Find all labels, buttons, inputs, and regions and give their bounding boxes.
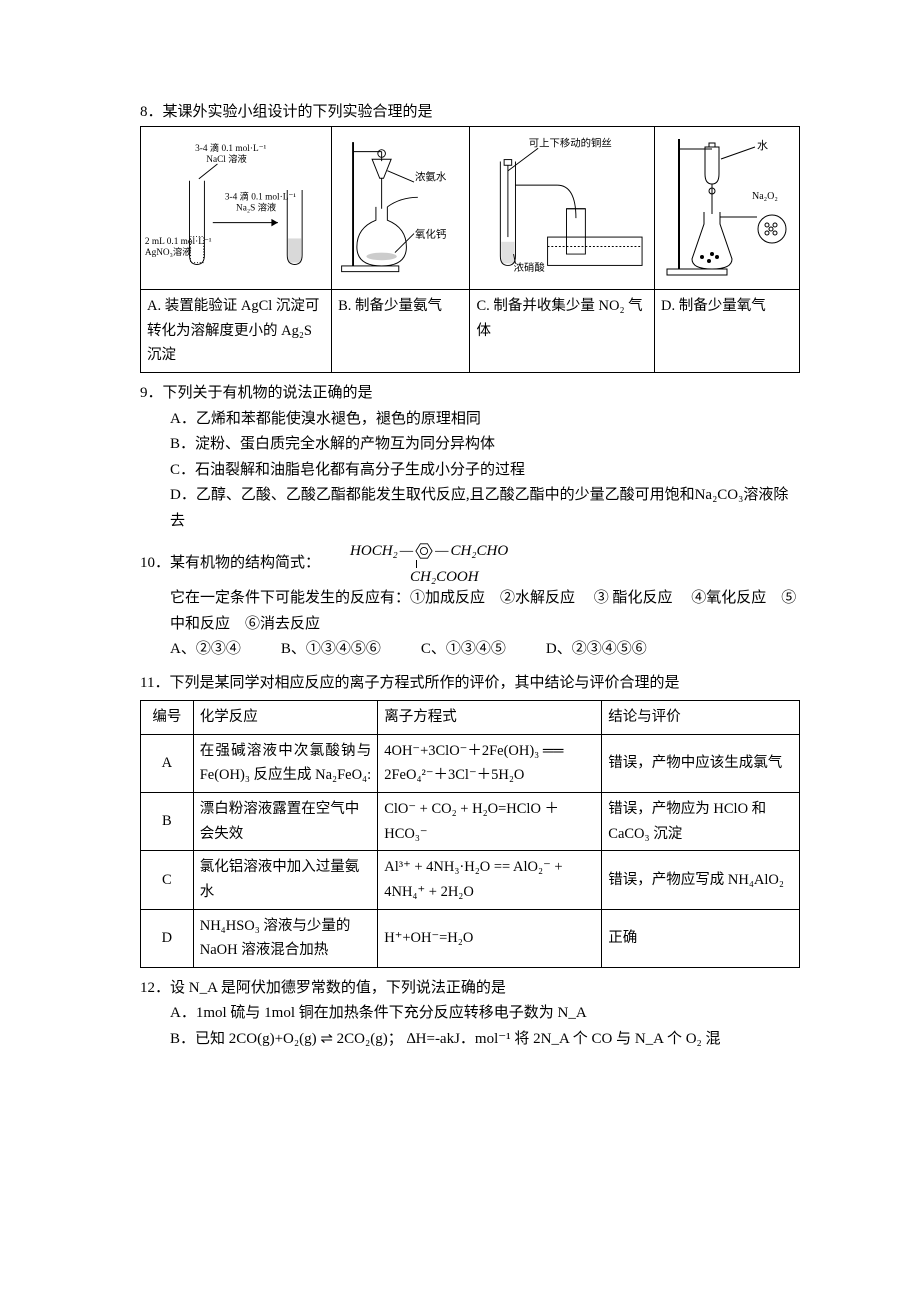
- formula-right: CH₂CHO: [450, 542, 508, 560]
- q8-caption-row: A. 装置能验证 AgCl 沉淀可转化为溶解度更小的 Ag₂S 沉淀 B. 制备…: [141, 290, 800, 373]
- q10-line2: 它在一定条件下可能发生的反应有：①加成反应 ②水解反应 ③ 酯化反应 ④氧化反应…: [140, 586, 800, 637]
- lblB2: 氧化钙: [415, 227, 447, 240]
- q11-rowD: D NH₄HSO₃ 溶液与少量的 NaOH 溶液混合加热 H⁺+OH⁻=H₂O …: [141, 909, 800, 967]
- q8-diagram-C: 可上下移动的铜丝 浓硝酸: [470, 126, 655, 290]
- question-12: 12．设 N_A 是阿伏加德罗常数的值，下列说法正确的是 A．1mol 硫与 1…: [140, 976, 800, 1053]
- q11-header-row: 编号 化学反应 离子方程式 结论与评价: [141, 701, 800, 735]
- benzene-ring-icon: [415, 542, 433, 560]
- q12-stem-text: 设 N_A 是阿伏加德罗常数的值，下列说法正确的是: [170, 980, 506, 996]
- q9-optA: A．乙烯和苯都能使溴水褪色，褪色的原理相同: [170, 407, 800, 433]
- lblA5: 2 mL 0.1 mol·L⁻¹: [145, 237, 212, 247]
- lblA6: AgNO₃溶液: [145, 246, 192, 258]
- q8-optC: C. 制备并收集少量 NO₂ 气体: [470, 290, 655, 373]
- q11-B-id: B: [141, 792, 194, 850]
- q10-number: 10．: [140, 551, 170, 577]
- diagram-B-svg: 浓氨水 氧化钙: [334, 129, 467, 279]
- diagram-A-svg: 3-4 滴 0.1 mol·L⁻¹ NaCl 溶液 3-4 滴 0.1 mol·…: [143, 129, 329, 279]
- q11-B-eval: 错误，产物应为 HClO 和 CaCO₃ 沉淀: [602, 792, 800, 850]
- q8-diagram-B: 浓氨水 氧化钙: [332, 126, 470, 290]
- q10-optD: D、②③④⑤⑥: [546, 637, 647, 663]
- q11-B-rxn: 漂白粉溶液露置在空气中会失效: [193, 792, 378, 850]
- q9-stem-text: 下列关于有机物的说法正确的是: [163, 385, 373, 401]
- q10-optC: C、①③④⑤: [421, 637, 506, 663]
- diagram-D-svg: 水 Na₂O₂: [657, 129, 797, 279]
- lblD1: 水: [757, 139, 768, 152]
- q11-A-eval: 错误，产物中应该生成氯气: [602, 734, 800, 792]
- q9-optC: C．石油裂解和油脂皂化都有高分子生成小分子的过程: [170, 458, 800, 484]
- q11-stem: 11．下列是某同学对相应反应的离子方程式所作的评价，其中结论与评价合理的是: [140, 671, 800, 697]
- lblB1: 浓氨水: [415, 170, 447, 183]
- q10-optA: A、②③④: [170, 637, 241, 663]
- q11-D-id: D: [141, 909, 194, 967]
- question-8: 8．某课外实验小组设计的下列实验合理的是 3-4 滴 0.1 mol·L⁻¹ N…: [140, 100, 800, 373]
- q11-table: 编号 化学反应 离子方程式 结论与评价 A 在强碱溶液中次氯酸钠与 Fe(OH)…: [140, 700, 800, 968]
- lblA4: Na₂S 溶液: [236, 201, 276, 213]
- q8-number: 8．: [140, 104, 163, 120]
- q12-optA: A．1mol 硫与 1mol 铜在加热条件下充分反应转移电子数为 N_A: [170, 1001, 800, 1027]
- q11-h1: 化学反应: [193, 701, 378, 735]
- q11-number: 11．: [140, 675, 169, 691]
- q10-stem-line: 10． 某有机物的结构简式： HOCH₂ — — CH₂CHO CH₂COOH: [140, 542, 800, 586]
- q10-optB: B、①③④⑤⑥: [281, 637, 381, 663]
- q11-stem-text: 下列是某同学对相应反应的离子方程式所作的评价，其中结论与评价合理的是: [169, 675, 679, 691]
- q10-stem-text: 某有机物的结构简式：: [170, 551, 320, 577]
- q11-h2: 离子方程式: [378, 701, 602, 735]
- q12-optB: B．已知 2CO(g)+O₂(g) ⇌ 2CO₂(g)； ∆H=-akJ．mol…: [170, 1027, 800, 1053]
- q11-h0: 编号: [141, 701, 194, 735]
- q9-options: A．乙烯和苯都能使溴水褪色，褪色的原理相同 B．淀粉、蛋白质完全水解的产物互为同…: [140, 407, 800, 535]
- q8-stem-text: 某课外实验小组设计的下列实验合理的是: [163, 104, 433, 120]
- q11-rowC: C 氯化铝溶液中加入过量氨水 Al³⁺ + 4NH₃·H₂O == AlO₂⁻ …: [141, 851, 800, 909]
- lblC2: 浓硝酸: [514, 261, 546, 274]
- q10-options: A、②③④ B、①③④⑤⑥ C、①③④⑤ D、②③④⑤⑥: [140, 637, 800, 663]
- q8-diagram-D: 水 Na₂O₂: [655, 126, 800, 290]
- q12-options: A．1mol 硫与 1mol 铜在加热条件下充分反应转移电子数为 N_A B．已…: [140, 1001, 800, 1052]
- q8-optD: D. 制备少量氧气: [655, 290, 800, 373]
- question-9: 9．下列关于有机物的说法正确的是 A．乙烯和苯都能使溴水褪色，褪色的原理相同 B…: [140, 381, 800, 534]
- formula-bottom: CH₂COOH: [410, 568, 508, 586]
- lblC1: 可上下移动的铜丝: [529, 136, 612, 149]
- q11-A-id: A: [141, 734, 194, 792]
- formula-left: HOCH₂: [350, 542, 398, 560]
- q11-D-ion: H⁺+OH⁻=H₂O: [378, 909, 602, 967]
- q9-optB: B．淀粉、蛋白质完全水解的产物互为同分异构体: [170, 432, 800, 458]
- q8-optA: A. 装置能验证 AgCl 沉淀可转化为溶解度更小的 Ag₂S 沉淀: [141, 290, 332, 373]
- lblA2: NaCl 溶液: [206, 153, 247, 165]
- lblA3: 3-4 滴 0.1 mol·L⁻¹: [225, 190, 296, 202]
- q12-number: 12．: [140, 980, 170, 996]
- question-11: 11．下列是某同学对相应反应的离子方程式所作的评价，其中结论与评价合理的是 编号…: [140, 671, 800, 968]
- question-10: 10． 某有机物的结构简式： HOCH₂ — — CH₂CHO CH₂COOH …: [140, 542, 800, 663]
- q11-D-rxn: NH₄HSO₃ 溶液与少量的 NaOH 溶液混合加热: [193, 909, 378, 967]
- lblA1: 3-4 滴 0.1 mol·L⁻¹: [195, 141, 266, 153]
- q8-stem: 8．某课外实验小组设计的下列实验合理的是: [140, 100, 800, 126]
- q9-stem: 9．下列关于有机物的说法正确的是: [140, 381, 800, 407]
- q11-C-rxn: 氯化铝溶液中加入过量氨水: [193, 851, 378, 909]
- q8-table: 3-4 滴 0.1 mol·L⁻¹ NaCl 溶液 3-4 滴 0.1 mol·…: [140, 126, 800, 374]
- q11-D-eval: 正确: [602, 909, 800, 967]
- q11-C-id: C: [141, 851, 194, 909]
- q9-number: 9．: [140, 385, 163, 401]
- q11-rowA: A 在强碱溶液中次氯酸钠与 Fe(OH)₃ 反应生成 Na₂FeO₄: 4OH⁻…: [141, 734, 800, 792]
- q11-A-ion: 4OH⁻+3ClO⁻＋2Fe(OH)₃ ══ 2FeO₄²⁻＋3Cl⁻＋5H₂O: [378, 734, 602, 792]
- q11-C-ion: Al³⁺ + 4NH₃·H₂O == AlO₂⁻ + 4NH₄⁺ + 2H₂O: [378, 851, 602, 909]
- q11-B-ion: ClO⁻ + CO₂ + H₂O=HClO ＋HCO₃⁻: [378, 792, 602, 850]
- diagram-C-svg: 可上下移动的铜丝 浓硝酸: [472, 129, 652, 279]
- q8-diagram-row: 3-4 滴 0.1 mol·L⁻¹ NaCl 溶液 3-4 滴 0.1 mol·…: [141, 126, 800, 290]
- q8-diagram-A: 3-4 滴 0.1 mol·L⁻¹ NaCl 溶液 3-4 滴 0.1 mol·…: [141, 126, 332, 290]
- q11-rowB: B 漂白粉溶液露置在空气中会失效 ClO⁻ + CO₂ + H₂O=HClO ＋…: [141, 792, 800, 850]
- q11-C-eval: 错误，产物应写成 NH₄AlO₂: [602, 851, 800, 909]
- q9-optD: D．乙醇、乙酸、乙酸乙酯都能发生取代反应,且乙酸乙酯中的少量乙酸可用饱和Na₂C…: [170, 483, 800, 534]
- lblD2: Na₂O₂: [752, 191, 778, 202]
- q10-structure: HOCH₂ — — CH₂CHO CH₂COOH: [350, 542, 508, 586]
- q12-stem: 12．设 N_A 是阿伏加德罗常数的值，下列说法正确的是: [140, 976, 800, 1002]
- q11-h3: 结论与评价: [602, 701, 800, 735]
- q8-optB: B. 制备少量氨气: [332, 290, 470, 373]
- q11-A-rxn: 在强碱溶液中次氯酸钠与 Fe(OH)₃ 反应生成 Na₂FeO₄:: [193, 734, 378, 792]
